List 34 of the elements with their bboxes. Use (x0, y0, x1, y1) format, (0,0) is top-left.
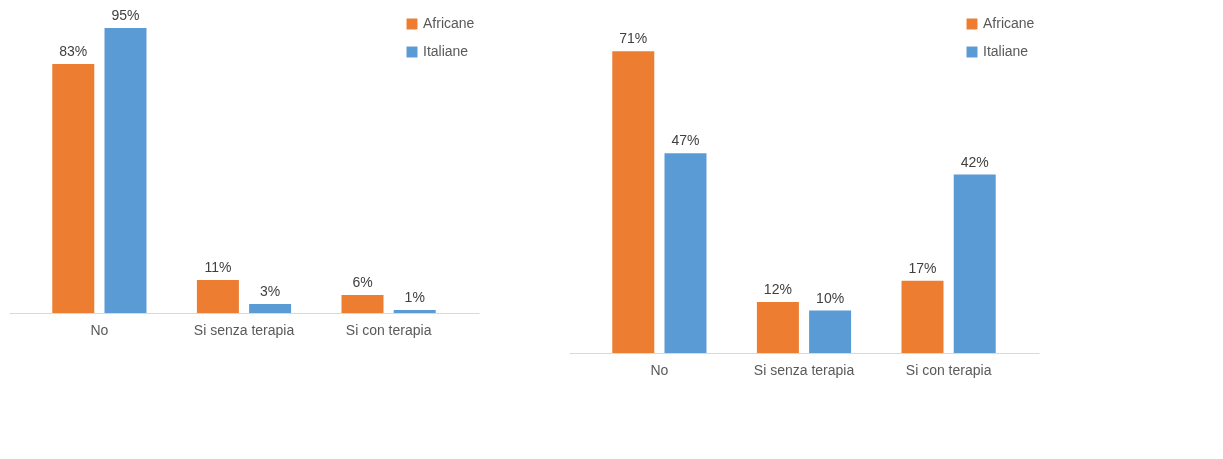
data-label: 1% (404, 289, 425, 305)
data-label: 17% (908, 259, 937, 276)
x-tick-label: Si con terapia (905, 361, 992, 378)
legend-label: Africane (983, 15, 1035, 31)
x-tick-label: Si senza terapia (193, 321, 295, 338)
data-label: 71% (619, 30, 648, 47)
bar (393, 310, 436, 313)
bar (52, 64, 95, 313)
bar (756, 302, 799, 353)
bar (901, 280, 944, 353)
data-label: 95% (111, 7, 140, 23)
data-label: 47% (671, 132, 700, 149)
x-tick-label: Si senza terapia (753, 361, 855, 378)
x-tick-label: No (650, 361, 669, 378)
bar (809, 310, 852, 353)
bar (249, 304, 292, 313)
data-label: 11% (204, 259, 232, 275)
x-tick-label: Si con terapia (345, 321, 432, 338)
bar (664, 153, 707, 353)
bar (196, 280, 239, 313)
bar (341, 295, 384, 313)
data-label: 42% (960, 153, 989, 170)
data-label: 83% (59, 43, 88, 59)
data-label: 3% (259, 283, 281, 299)
data-label: 10% (816, 289, 845, 306)
legend-label: Italiane (423, 43, 469, 59)
bar (104, 28, 147, 313)
x-tick-label: No (90, 321, 109, 338)
legend-label: Africane (423, 15, 475, 31)
data-label: 12% (763, 281, 792, 297)
legend-label: Italiane (983, 43, 1029, 59)
bar (953, 174, 996, 353)
bar (612, 51, 655, 353)
data-label: 6% (352, 274, 373, 290)
